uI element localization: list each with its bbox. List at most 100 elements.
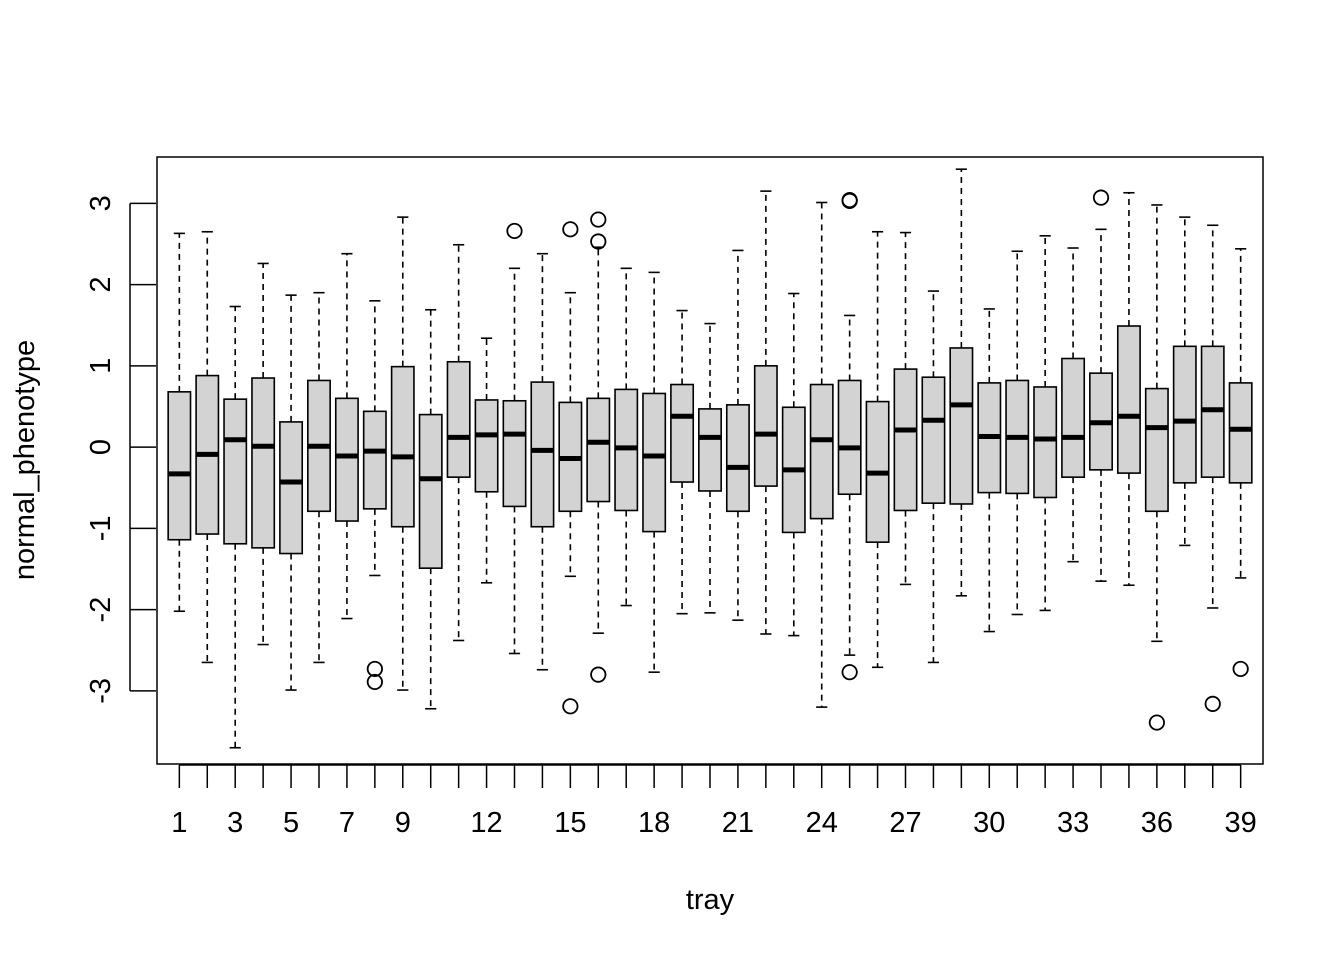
- y-tick-label: -2: [85, 597, 117, 623]
- box: [1061, 357, 1086, 478]
- box-group-tray-31: [1005, 250, 1030, 616]
- box-group-tray-34: [1089, 189, 1113, 582]
- outlier-point: [1148, 714, 1165, 731]
- box-group-tray-36: [1144, 204, 1169, 731]
- x-tick-label: 3: [227, 807, 243, 839]
- box: [893, 368, 918, 512]
- box: [725, 404, 750, 513]
- box-group-tray-24: [809, 201, 834, 708]
- box-group-tray-14: [530, 252, 555, 671]
- box-group-tray-10: [418, 308, 443, 710]
- x-tick-label: 24: [806, 807, 838, 839]
- outlier-point: [366, 673, 383, 691]
- box-group-tray-7: [334, 252, 359, 620]
- box: [698, 408, 722, 492]
- box: [1172, 345, 1197, 484]
- box-group-tray-25: [837, 191, 862, 681]
- x-tick-label: 9: [395, 807, 411, 839]
- y-tick-label: 3: [85, 195, 117, 211]
- y-tick-label: -3: [85, 678, 117, 704]
- x-tick-label: 33: [1057, 807, 1089, 839]
- box: [251, 377, 276, 549]
- x-tick-label: 5: [283, 807, 299, 839]
- x-axis-title: tray: [686, 884, 735, 916]
- box-group-tray-15: [558, 221, 583, 715]
- box-group-tray-4: [251, 262, 276, 646]
- box: [586, 397, 611, 503]
- box-group-tray-9: [390, 216, 415, 691]
- box-group-tray-27: [893, 231, 918, 586]
- box: [530, 381, 555, 528]
- outlier-point: [562, 698, 579, 715]
- box: [1144, 387, 1169, 513]
- outlier-point: [841, 664, 858, 681]
- box: [167, 391, 192, 541]
- box: [949, 347, 974, 505]
- box: [279, 421, 304, 555]
- x-tick-label: 30: [973, 807, 1005, 839]
- box-group-tray-6: [307, 291, 331, 664]
- box: [446, 360, 471, 478]
- box-group-tray-3: [223, 305, 248, 749]
- outlier-point: [841, 192, 858, 209]
- box: [1228, 382, 1253, 484]
- box-group-tray-22: [753, 190, 778, 635]
- box-group-tray-37: [1172, 216, 1197, 547]
- box-group-tray-20: [698, 322, 722, 614]
- box: [1033, 386, 1058, 499]
- box: [418, 413, 443, 569]
- box: [642, 392, 667, 533]
- box: [1116, 325, 1141, 474]
- box-group-tray-29: [949, 168, 974, 597]
- x-tick-label: 21: [722, 807, 754, 839]
- x-tick-label: 36: [1141, 807, 1173, 839]
- box: [670, 383, 695, 483]
- box: [362, 410, 387, 510]
- x-tick-label: 12: [470, 807, 502, 839]
- outlier-point: [590, 666, 607, 683]
- box: [390, 365, 415, 528]
- box: [474, 399, 499, 493]
- y-tick-label: 0: [85, 439, 117, 455]
- outlier-point: [1204, 695, 1221, 712]
- box-group-tray-18: [642, 271, 667, 673]
- box-group-tray-28: [921, 290, 946, 664]
- box-group-tray-19: [670, 309, 695, 615]
- outlier-point: [590, 233, 607, 250]
- box-group-tray-16: [586, 211, 611, 683]
- x-tick-label: 1: [171, 807, 187, 839]
- box: [809, 383, 834, 520]
- x-tick-label: 7: [339, 807, 355, 839]
- outlier-point: [1232, 660, 1249, 678]
- y-tick-label: 2: [85, 277, 117, 293]
- box-group-tray-5: [279, 294, 304, 691]
- box-group-tray-23: [781, 292, 806, 637]
- box: [223, 398, 248, 545]
- box-group-tray-2: [195, 230, 220, 664]
- box-group-tray-39: [1228, 248, 1253, 678]
- y-tick-label: 1: [85, 358, 117, 374]
- box: [502, 399, 527, 508]
- box: [837, 379, 862, 496]
- plot-frame: [156, 156, 1264, 765]
- box-group-tray-17: [614, 267, 639, 607]
- box-group-tray-32: [1033, 235, 1058, 612]
- outlier-point: [562, 221, 579, 238]
- box: [753, 365, 778, 487]
- outlier-point: [366, 660, 383, 678]
- box-group-tray-12: [474, 337, 499, 584]
- box-group-tray-33: [1061, 247, 1086, 563]
- box: [334, 397, 359, 522]
- outlier-point: [1092, 189, 1110, 206]
- y-axis-title: normal_phenotype: [9, 340, 41, 580]
- box-group-tray-8: [362, 300, 387, 691]
- box-group-tray-11: [446, 243, 471, 642]
- x-tick-label: 27: [889, 807, 921, 839]
- box-group-tray-30: [977, 308, 1002, 633]
- x-tick-label: 15: [554, 807, 586, 839]
- x-tick-label: 18: [638, 807, 670, 839]
- boxes-layer: [167, 168, 1253, 749]
- box-group-tray-26: [865, 230, 890, 669]
- outlier-point: [590, 211, 607, 228]
